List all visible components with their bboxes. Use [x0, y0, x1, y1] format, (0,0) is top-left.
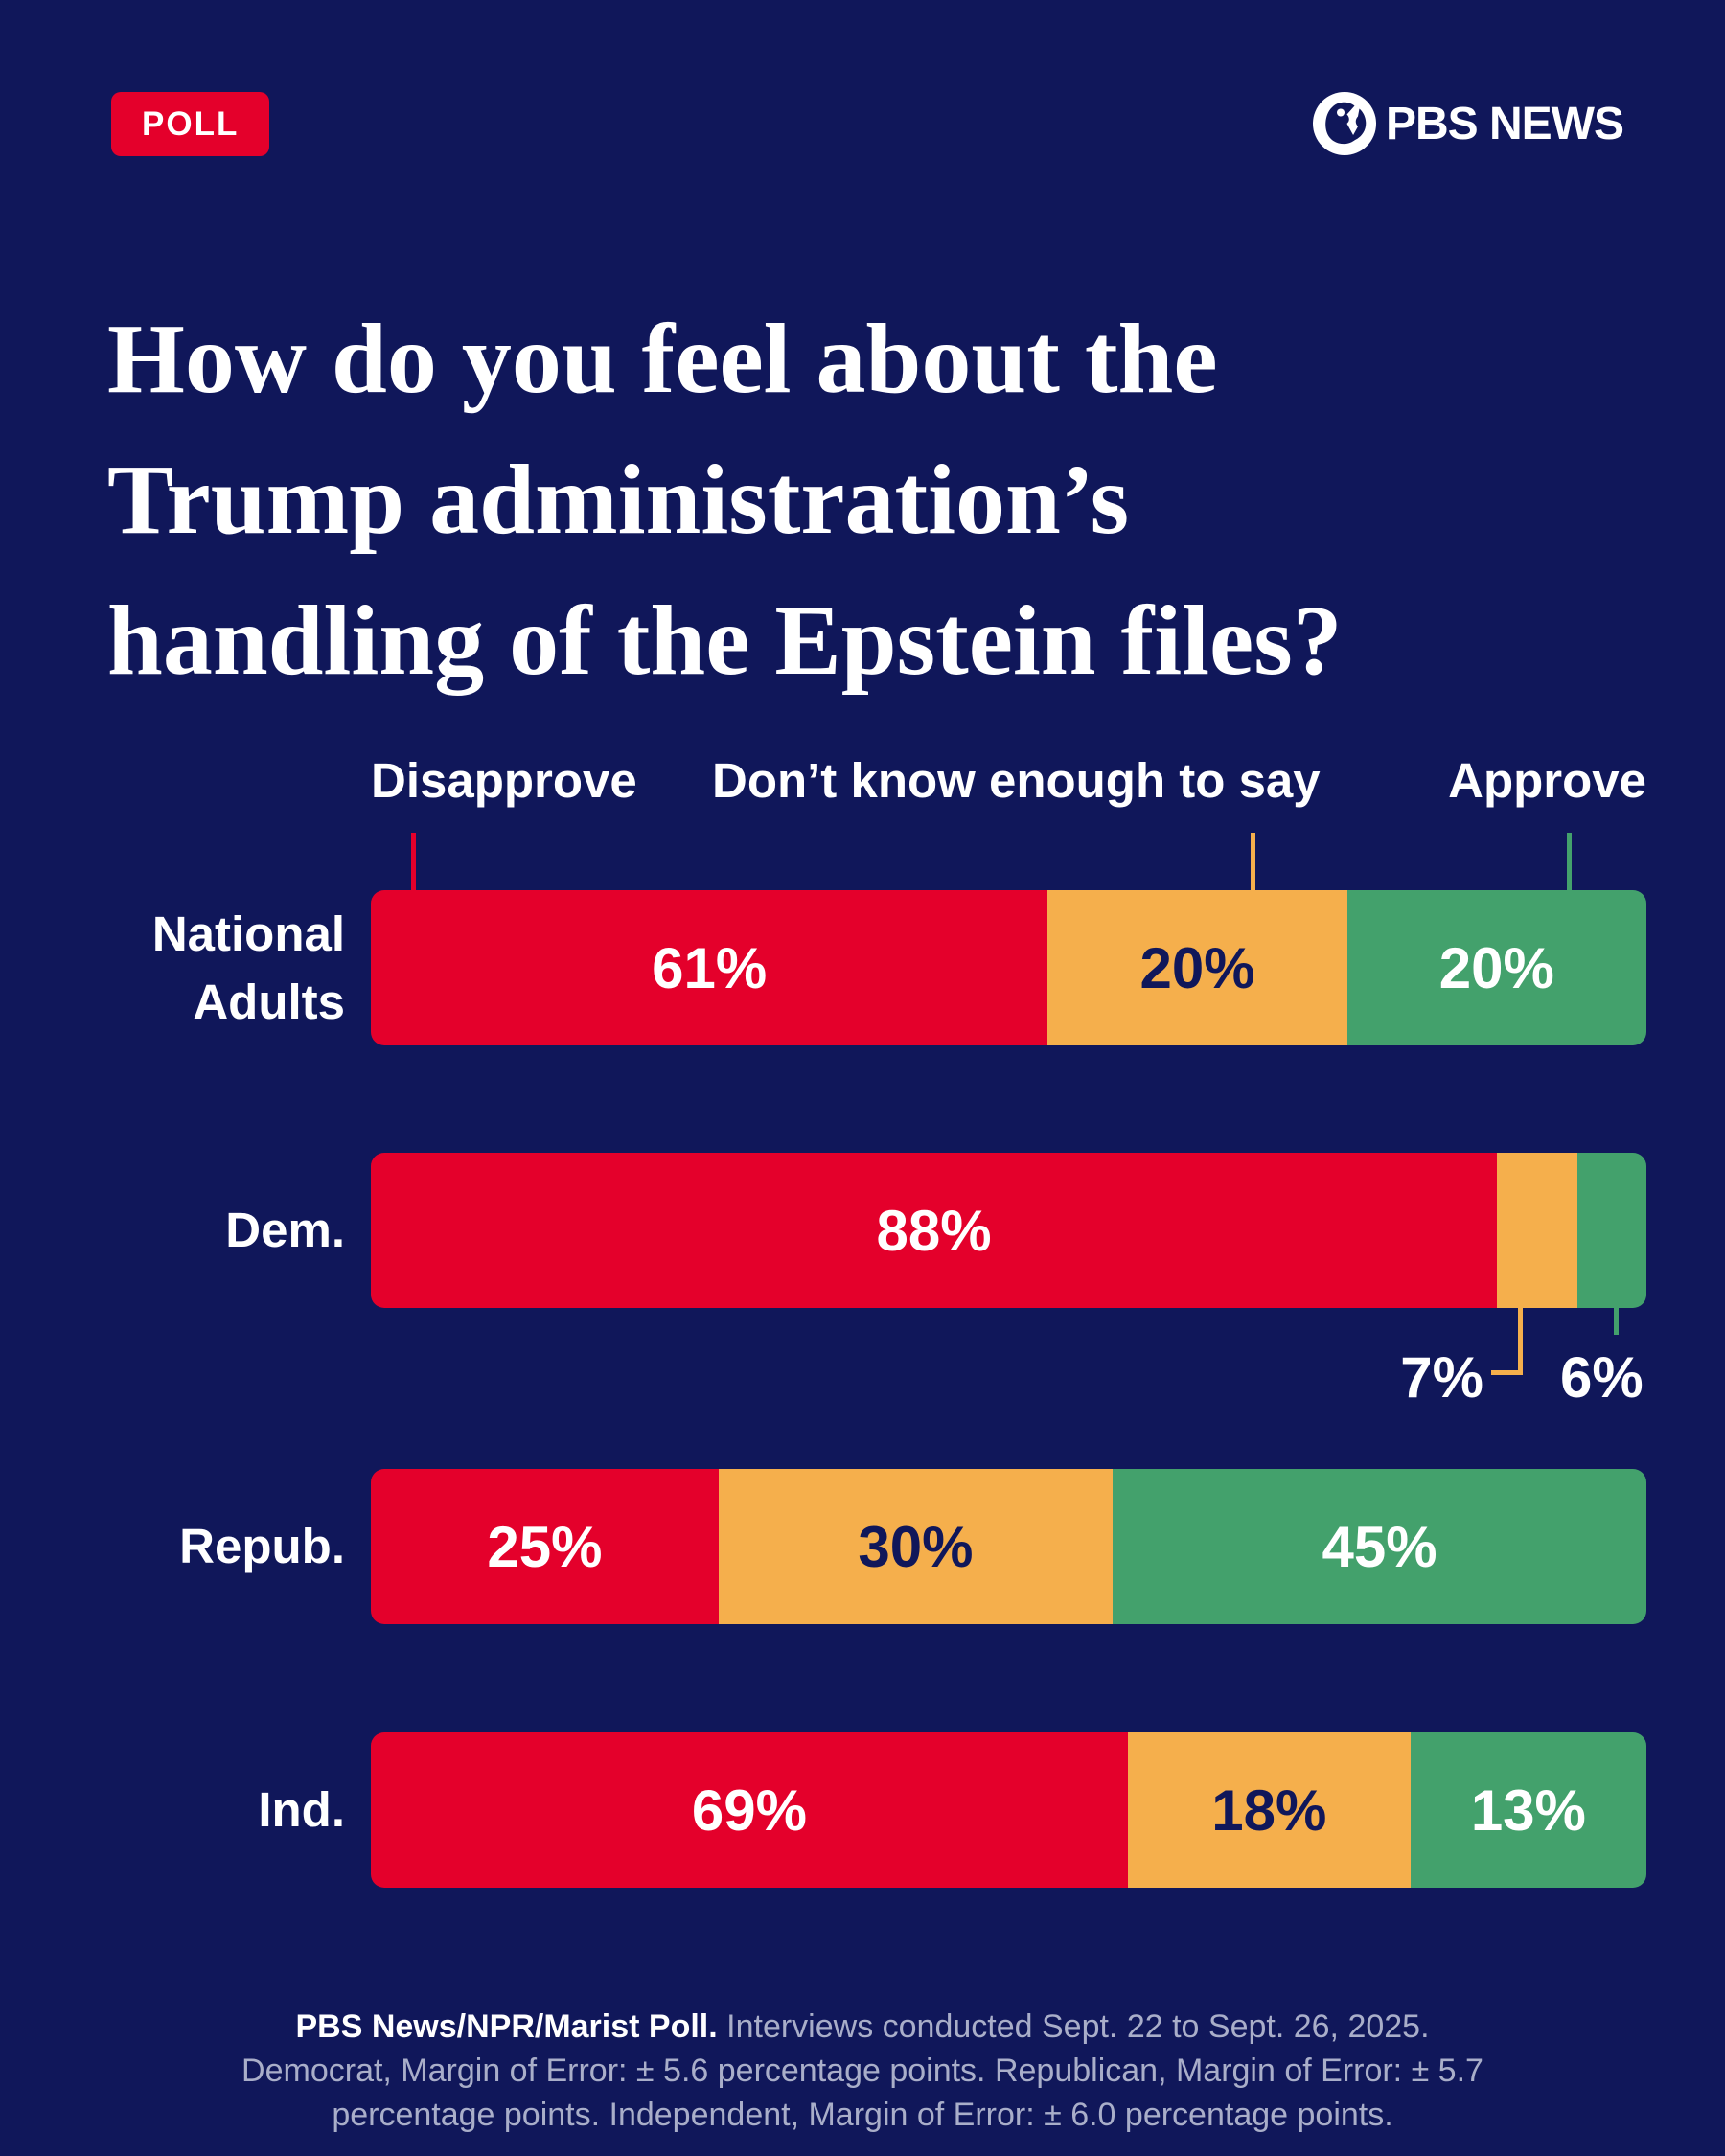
segment-value-label: 18% [1211, 1778, 1327, 1843]
row-label: Repub. [179, 1519, 345, 1573]
bar-segment: 20% [1346, 890, 1646, 1045]
callout-elbow-dont-know [1491, 1370, 1518, 1375]
poll-source: PBS News/NPR/Marist Poll. [295, 2008, 718, 2045]
pbs-news-logo: PBS NEWS [1312, 92, 1624, 155]
poll-badge: POLL [111, 92, 270, 156]
legend-tick-disapprove [411, 833, 416, 891]
bar-segment: 30% [718, 1469, 1114, 1624]
row-label: Dem. [225, 1203, 345, 1257]
poll-dates: Interviews conducted Sept. 22 to Sept. 2… [717, 2008, 1430, 2045]
source-footnote: PBS News/NPR/Marist Poll. Interviews con… [0, 2005, 1725, 2137]
stacked-bar-ind: 69% 18% 13% [371, 1732, 1646, 1888]
callout-value-approve: 6% [1560, 1345, 1644, 1410]
row-label: Ind. [258, 1782, 345, 1837]
stacked-bar-nationaladults: 61% 20% 20% [371, 890, 1646, 1045]
bar-segment: 25% [371, 1469, 719, 1624]
legend-label-dont-know: Don’t know enough to say [712, 753, 1321, 808]
segment-value-label: 20% [1139, 935, 1255, 1000]
callout-line-dont-know [1518, 1308, 1523, 1375]
bar-segment [1577, 1153, 1646, 1308]
segment-value-label: 45% [1322, 1514, 1438, 1579]
bar-segment [1497, 1153, 1578, 1308]
title-line-1: How do you feel about the [107, 303, 1218, 414]
segment-value-label: 69% [691, 1778, 807, 1843]
poll-badge-label: POLL [142, 104, 240, 143]
page-title: How do you feel about the Trump administ… [107, 288, 1343, 711]
bar-segment: 88% [371, 1153, 1498, 1308]
legend-tick-approve [1567, 833, 1572, 891]
bar-segment: 20% [1047, 890, 1347, 1045]
segment-value-label: 25% [487, 1514, 603, 1579]
segment-value-label: 88% [876, 1198, 992, 1263]
legend-tick-dont-know [1251, 833, 1255, 891]
bar-segment: 18% [1127, 1732, 1411, 1888]
bar-segment: 61% [371, 890, 1048, 1045]
stacked-bar-dem: 88% [371, 1153, 1646, 1308]
pbs-news-wordmark: PBS NEWS [1385, 98, 1624, 149]
segment-value-label: 61% [652, 935, 768, 1000]
footnote-line-3: percentage points. Independent, Margin o… [332, 2097, 1393, 2133]
pbs-head-icon [1312, 92, 1376, 155]
row-label: National Adults [151, 906, 345, 1029]
stacked-bar-repub: 25% 30% 45% [371, 1469, 1646, 1624]
segment-value-label: 20% [1438, 935, 1554, 1000]
legend-label-disapprove: Disapprove [371, 753, 637, 808]
title-line-3: handling of the Epstein files? [107, 585, 1343, 696]
callout-line-approve [1614, 1308, 1619, 1335]
footnote-line-1: PBS News/NPR/Marist Poll. Interviews con… [0, 2005, 1725, 2049]
legend-label-approve: Approve [1448, 753, 1646, 808]
callout-value-dont-know: 7% [1400, 1345, 1484, 1410]
bar-segment: 13% [1410, 1732, 1646, 1888]
footnote-line-2: Democrat, Margin of Error: ± 5.6 percent… [242, 2053, 1484, 2089]
segment-value-label: 13% [1470, 1778, 1586, 1843]
segment-value-label: 30% [858, 1514, 974, 1579]
bar-segment: 45% [1113, 1469, 1646, 1624]
title-line-2: Trump administration’s [107, 444, 1130, 555]
bar-segment: 69% [371, 1732, 1128, 1888]
